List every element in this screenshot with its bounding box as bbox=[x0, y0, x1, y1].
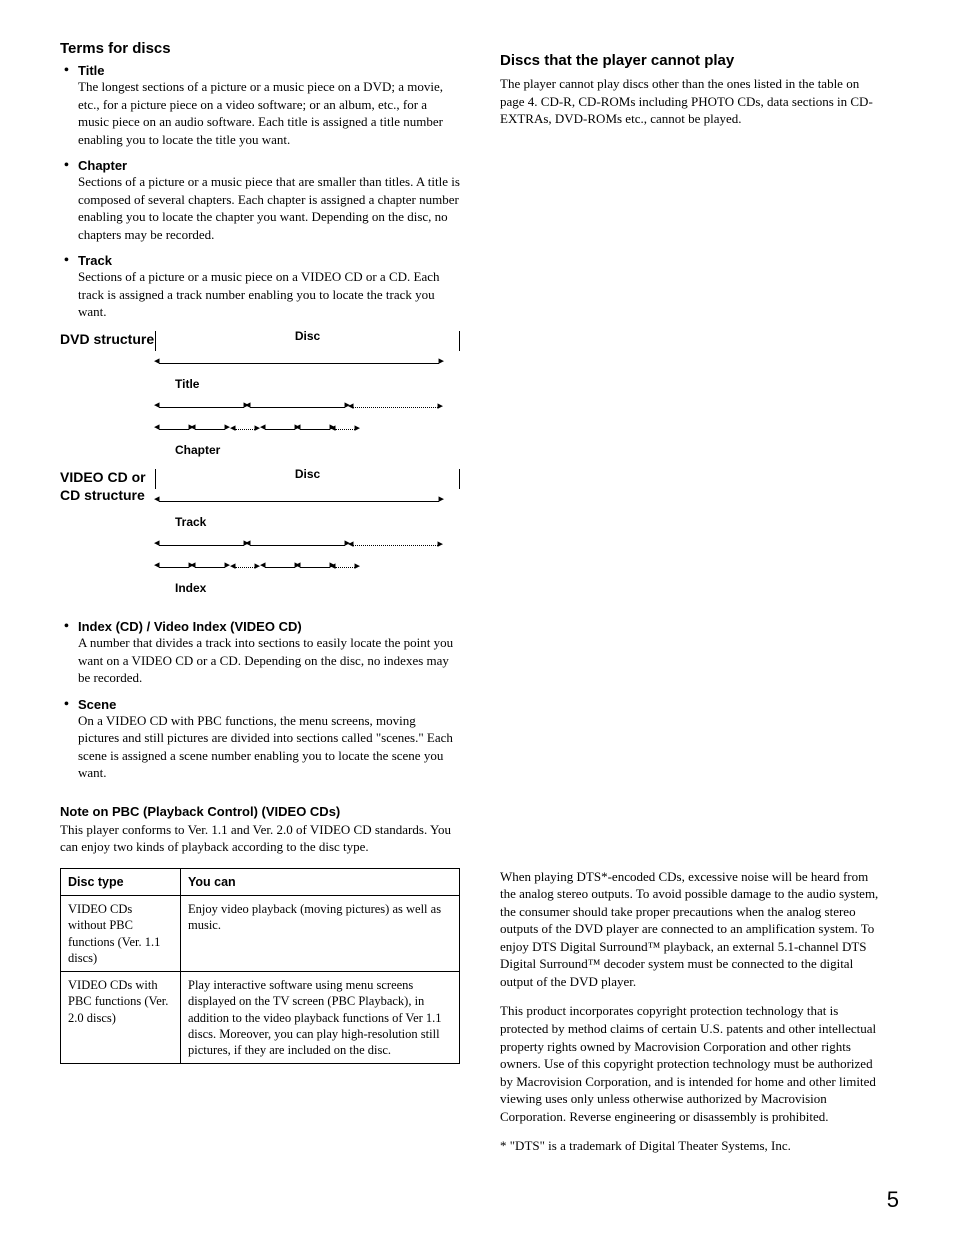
table-row: VIDEO CDs without PBC functions (Ver. 1.… bbox=[61, 896, 460, 972]
cannot-play-body: The player cannot play discs other than … bbox=[500, 75, 880, 128]
term-body: The longest sections of a picture or a m… bbox=[78, 78, 460, 148]
term-chapter: Chapter Sections of a picture or a music… bbox=[60, 158, 460, 243]
chapter-label: Chapter bbox=[175, 443, 220, 457]
disc-label: Disc bbox=[155, 329, 460, 343]
term-scene: Scene On a VIDEO CD with PBC functions, … bbox=[60, 697, 460, 782]
term-label: Scene bbox=[78, 697, 460, 712]
table-row: VIDEO CDs with PBC functions (Ver. 2.0 d… bbox=[61, 972, 460, 1064]
index-label: Index bbox=[175, 581, 206, 595]
pbc-body: This player conforms to Ver. 1.1 and Ver… bbox=[60, 821, 460, 856]
cd-structure-label: VIDEO CD or CD structure bbox=[60, 469, 155, 601]
term-body: A number that divides a track into secti… bbox=[78, 634, 460, 687]
left-column: Terms for discs Title The longest sectio… bbox=[60, 40, 460, 1167]
pbc-heading: Note on PBC (Playback Control) (VIDEO CD… bbox=[60, 804, 460, 819]
cannot-play-heading: Discs that the player cannot play bbox=[500, 52, 880, 69]
dvd-structure-label: DVD structure bbox=[60, 331, 155, 463]
lower-right-text: When playing DTS*-encoded CDs, excessive… bbox=[500, 868, 880, 1155]
term-title: Title The longest sections of a picture … bbox=[60, 63, 460, 148]
page-number: 5 bbox=[887, 1187, 899, 1213]
track-label: Track bbox=[175, 515, 206, 529]
copyright-paragraph: This product incorporates copyright prot… bbox=[500, 1002, 880, 1125]
term-index: Index (CD) / Video Index (VIDEO CD) A nu… bbox=[60, 619, 460, 687]
term-body: Sections of a picture or a music piece t… bbox=[78, 173, 460, 243]
term-label: Track bbox=[78, 253, 460, 268]
title-label: Title bbox=[175, 377, 199, 391]
dts-footnote: * "DTS" is a trademark of Digital Theate… bbox=[500, 1137, 880, 1155]
term-label: Chapter bbox=[78, 158, 460, 173]
disc-type-table: Disc type You can VIDEO CDs without PBC … bbox=[60, 868, 460, 1065]
dts-paragraph: When playing DTS*-encoded CDs, excessive… bbox=[500, 868, 880, 991]
dvd-diagram: Disc Title bbox=[155, 331, 460, 463]
page-content: Terms for discs Title The longest sectio… bbox=[60, 40, 904, 1167]
table-cell: Play interactive software using menu scr… bbox=[181, 972, 460, 1064]
cd-diagram: Disc Track bbox=[155, 469, 460, 601]
term-label: Title bbox=[78, 63, 460, 78]
terms-heading: Terms for discs bbox=[60, 40, 460, 57]
cd-structure: VIDEO CD or CD structure Disc Track bbox=[60, 469, 460, 601]
disc-label-2: Disc bbox=[155, 467, 460, 481]
terms-list-1: Title The longest sections of a picture … bbox=[60, 63, 460, 321]
table-cell: Enjoy video playback (moving pictures) a… bbox=[181, 896, 460, 972]
dvd-structure: DVD structure Disc Title bbox=[60, 331, 460, 463]
terms-list-2: Index (CD) / Video Index (VIDEO CD) A nu… bbox=[60, 619, 460, 782]
table-header: Disc type bbox=[61, 868, 181, 895]
term-body: Sections of a picture or a music piece o… bbox=[78, 268, 460, 321]
term-track: Track Sections of a picture or a music p… bbox=[60, 253, 460, 321]
right-column: Discs that the player cannot play The pl… bbox=[500, 40, 880, 1167]
table-cell: VIDEO CDs with PBC functions (Ver. 2.0 d… bbox=[61, 972, 181, 1064]
table-header: You can bbox=[181, 868, 460, 895]
term-label: Index (CD) / Video Index (VIDEO CD) bbox=[78, 619, 460, 634]
term-body: On a VIDEO CD with PBC functions, the me… bbox=[78, 712, 460, 782]
table-cell: VIDEO CDs without PBC functions (Ver. 1.… bbox=[61, 896, 181, 972]
